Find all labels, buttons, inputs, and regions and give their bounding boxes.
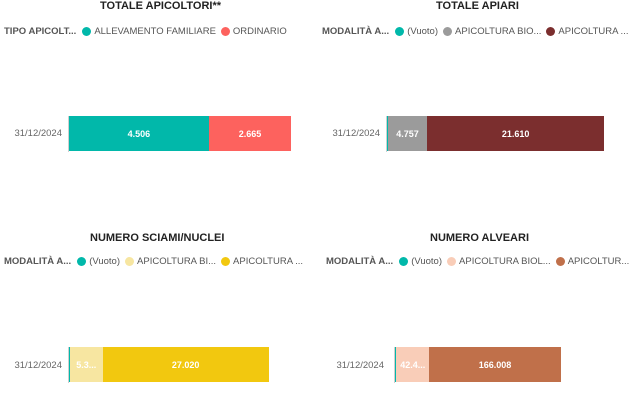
- data-label: 27.020: [171, 359, 200, 370]
- legend-marker-icon: [399, 257, 409, 266]
- chart-title: TOTALE APIARI: [436, 0, 519, 12]
- chart-legend: TIPO APICOLT... ALLEVAMENTO FAMILIARE ORD…: [4, 26, 292, 37]
- data-label: 21.610: [501, 128, 530, 139]
- legend-label: APICOLTURA BIOL...: [459, 256, 551, 267]
- bar-segment[interactable]: 27.020: [102, 347, 269, 382]
- legend-label: (Vuoto): [411, 256, 443, 267]
- legend-item[interactable]: APICOLTURA ...: [221, 256, 303, 267]
- legend-label: APICOLTURA BIO...: [455, 26, 542, 37]
- chart-panel-apicoltori: TOTALE APICOLTORI** TIPO APICOLT... ALLE…: [0, 0, 320, 200]
- legend-marker-icon: [221, 257, 231, 266]
- bar-segment[interactable]: 5.3...: [70, 347, 103, 382]
- stacked-bar: 4.757 21.610: [387, 116, 605, 151]
- bar-segment[interactable]: [395, 347, 396, 382]
- legend-item[interactable]: APICOLTURA BI...: [125, 256, 216, 267]
- legend-marker-icon: [82, 27, 92, 36]
- axis-line: [394, 347, 395, 383]
- legend-item[interactable]: APICOLTURA BIOL...: [447, 256, 551, 267]
- data-label: 166.008: [478, 359, 512, 370]
- bar-segment[interactable]: [387, 116, 388, 151]
- chart-legend: MODALITÀ A... (Vuoto) APICOLTURA BIO... AP…: [322, 26, 633, 37]
- bar-segment[interactable]: 166.008: [429, 347, 561, 382]
- data-label: 42.4...: [400, 359, 426, 370]
- legend-marker-icon: [125, 257, 135, 266]
- chart-legend: MODALITÀ A... (Vuoto) APICOLTURA BIOL... A…: [326, 256, 634, 267]
- legend-title: MODALITÀ A...: [322, 26, 390, 37]
- bar-segment[interactable]: 21.610: [427, 116, 605, 151]
- legend-marker-icon: [546, 27, 556, 36]
- bar-segment[interactable]: [69, 347, 70, 382]
- bar-segment[interactable]: 2.665: [208, 116, 292, 151]
- chart-title: NUMERO ALVEARI: [430, 232, 529, 244]
- legend-marker-icon: [447, 257, 457, 266]
- legend-label: (Vuoto): [89, 256, 121, 267]
- legend-item[interactable]: APICOLTURA ...: [546, 26, 628, 37]
- data-label: 2.665: [238, 128, 262, 139]
- data-label: 4.506: [127, 128, 151, 139]
- legend-marker-icon: [77, 257, 87, 266]
- bar-segment[interactable]: 4.757: [388, 116, 427, 151]
- bar-segment[interactable]: 4.506: [69, 116, 209, 151]
- legend-marker-icon: [395, 27, 405, 36]
- stacked-bar: 5.3... 27.020: [69, 347, 269, 382]
- category-label: 31/12/2024: [14, 128, 62, 139]
- chart-title: NUMERO SCIAMI/NUCLEI: [90, 232, 225, 244]
- chart-title: TOTALE APICOLTORI**: [100, 0, 222, 12]
- data-label: 5.3...: [76, 359, 97, 370]
- legend-item[interactable]: APICOLTURA BIO...: [443, 26, 541, 37]
- legend-item[interactable]: APICOLTUR...: [555, 256, 630, 267]
- axis-line: [386, 116, 387, 152]
- legend-item[interactable]: (Vuoto): [399, 256, 442, 267]
- data-label: 4.757: [396, 128, 419, 139]
- legend-marker-icon: [220, 27, 230, 36]
- legend-item[interactable]: (Vuoto): [395, 26, 438, 37]
- chart-panel-apiari: TOTALE APIARI MODALITÀ A... (Vuoto) APICO…: [318, 0, 640, 200]
- stacked-bar: 42.4... 166.008: [395, 347, 561, 382]
- legend-label: ALLEVAMENTO FAMILIARE: [94, 26, 216, 37]
- chart-legend: MODALITÀ A... (Vuoto) APICOLTURA BI... API…: [4, 256, 308, 267]
- legend-label: APICOLTURA BI...: [137, 256, 217, 267]
- legend-label: APICOLTURA ...: [558, 26, 629, 37]
- legend-item[interactable]: (Vuoto): [77, 256, 120, 267]
- legend-marker-icon: [443, 27, 453, 36]
- chart-panel-alveari: NUMERO ALVEARI MODALITÀ A... (Vuoto) APIC…: [322, 228, 640, 408]
- legend-title: MODALITÀ A...: [4, 256, 72, 267]
- stacked-bar: 4.506 2.665: [69, 116, 292, 151]
- bar-segment[interactable]: 42.4...: [396, 347, 430, 382]
- category-label: 31/12/2024: [332, 128, 380, 139]
- legend-title: TIPO APICOLT...: [4, 26, 77, 37]
- legend-label: (Vuoto): [407, 26, 439, 37]
- legend-label: APICOLTUR...: [567, 256, 630, 267]
- axis-line: [68, 347, 69, 383]
- legend-label: APICOLTURA ...: [233, 256, 304, 267]
- legend-label: ORDINARIO: [232, 26, 287, 37]
- axis-line: [68, 116, 69, 152]
- legend-item[interactable]: ORDINARIO: [220, 26, 287, 37]
- legend-title: MODALITÀ A...: [326, 256, 394, 267]
- legend-marker-icon: [555, 257, 565, 266]
- category-label: 31/12/2024: [336, 360, 384, 371]
- chart-panel-sciami: NUMERO SCIAMI/NUCLEI MODALITÀ A... (Vuot…: [0, 228, 320, 408]
- category-label: 31/12/2024: [14, 360, 62, 371]
- legend-item[interactable]: ALLEVAMENTO FAMILIARE: [82, 26, 216, 37]
